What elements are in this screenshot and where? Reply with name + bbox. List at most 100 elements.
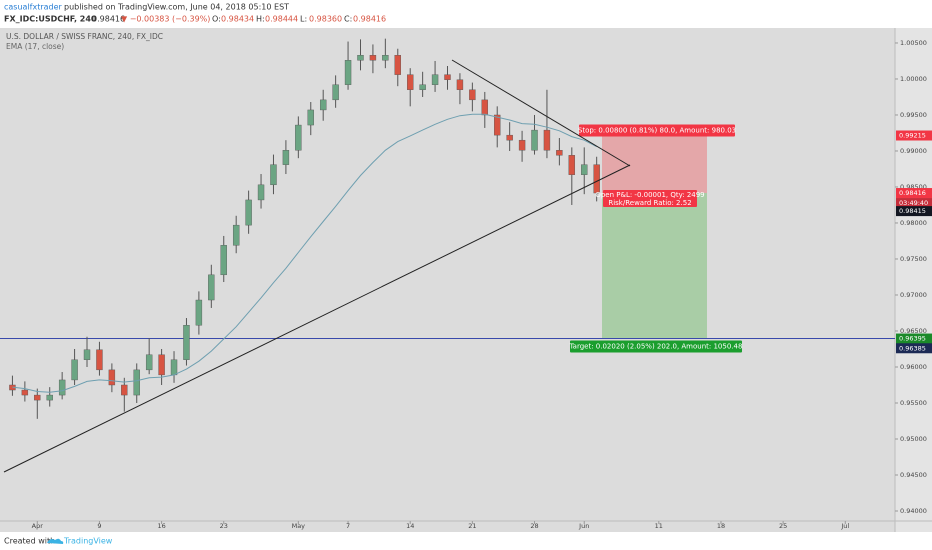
ohlc-label: H:: [256, 15, 265, 24]
price-label-bg: [896, 343, 932, 354]
candle-body: [581, 164, 588, 175]
y-tick-label: 0.96500: [900, 327, 927, 335]
candle-body: [46, 394, 53, 401]
candle-body: [245, 199, 252, 226]
x-tick-label: Jul: [840, 522, 849, 530]
ohlc-value: 0.98434: [221, 15, 254, 24]
last-price: 0.98416: [92, 15, 125, 24]
candle-body: [444, 74, 451, 80]
candle-body: [344, 60, 352, 85]
y-tick-label: 0.94000: [900, 507, 927, 515]
candle-body: [232, 224, 240, 246]
plot: 0.94000 0.94500 0.95000 0.95500 0.96000 0.965…: [0, 38, 932, 530]
price-label-bg: [896, 188, 932, 199]
y-tick-label: 0.94500: [900, 471, 927, 479]
candle-body: [71, 359, 78, 381]
ohlc-label: L:: [300, 15, 307, 24]
y-tick-label: 0.98500: [900, 183, 927, 191]
candle-body: [394, 55, 401, 75]
candle-body: [456, 79, 464, 90]
candle-body: [257, 184, 265, 201]
candle-body: [21, 389, 29, 396]
candle-body: [319, 99, 327, 111]
x-tick-label: 18: [717, 522, 725, 530]
candle-body: [295, 124, 302, 151]
stop-zone: [602, 135, 707, 194]
x-tick-label: May: [292, 522, 306, 530]
candle-body: [208, 274, 215, 301]
price-label: 0.98415: [899, 207, 926, 215]
candle-body: [494, 114, 501, 136]
price-label-bg: [896, 206, 932, 217]
author[interactable]: casualfxtrader: [4, 3, 63, 12]
candle-body: [357, 55, 364, 61]
x-tick-label: 14: [406, 522, 414, 530]
stop-label: Stop: 0.00800 (0.81%) 80.0, Amount: 980.…: [578, 126, 736, 134]
candle-body: [108, 369, 116, 386]
pnl-label-bg: [603, 190, 697, 208]
y-tick-label: 0.99000: [900, 147, 927, 155]
price-axis-bg: [895, 28, 932, 532]
candle-body: [518, 139, 526, 151]
price-label-bg: [896, 130, 932, 141]
footer-created: Created with: [4, 537, 55, 546]
ohlc-value: 0.98360: [309, 15, 342, 24]
stop-label-bg: [579, 124, 735, 137]
candle-body: [506, 134, 513, 141]
candle-body: [407, 74, 414, 90]
x-tick-label: 16: [157, 522, 165, 530]
price-label: 0.98416: [899, 189, 926, 197]
symbol: FX_IDC:USDCHF, 240: [4, 15, 97, 24]
y-tick-label: 0.97500: [900, 255, 927, 263]
x-tick-label: 28: [530, 522, 538, 530]
x-tick-label: 23: [220, 522, 228, 530]
x-tick-label: 9: [97, 522, 101, 530]
price-label: 0.96385: [899, 344, 926, 352]
plot-bg: [0, 28, 932, 532]
y-tick-label: 0.98000: [900, 219, 927, 227]
trend-line: [3, 164, 631, 473]
ohlc: O: 0.98434 H: 0.98444 L: 0.98360 C: 0.98416: [212, 15, 386, 24]
candle-body: [481, 99, 488, 116]
candle-body: [568, 155, 576, 175]
candle-body: [220, 245, 227, 276]
x-tick-label: 11: [655, 522, 663, 530]
x-tick-label: 7: [346, 522, 350, 530]
candle-body: [307, 109, 314, 126]
tv-logo: [47, 538, 64, 544]
candle-body: [332, 84, 339, 101]
footer-brand: TradingView: [63, 537, 113, 546]
trend-line: [451, 59, 631, 167]
ema-line: [12, 113, 597, 393]
candle-body: [133, 369, 140, 396]
x-tick-label: 25: [779, 522, 787, 530]
x-tick-label: Jun: [578, 522, 589, 530]
candle-body: [593, 164, 600, 194]
price-label-bg: [896, 333, 932, 344]
y-tick-label: 0.95500: [900, 399, 927, 407]
y-tick-label: 0.95000: [900, 435, 927, 443]
y-tick-label: 0.97000: [900, 291, 927, 299]
candle-body: [158, 354, 165, 376]
candle-body: [145, 354, 153, 371]
candle-body: [431, 74, 439, 85]
candle-body: [34, 394, 41, 401]
candle-body: [543, 129, 551, 151]
ema-legend: EMA (17, close): [6, 42, 64, 51]
footer-bg: [0, 532, 932, 550]
candle-body: [96, 349, 103, 371]
candle-body: [469, 89, 476, 101]
candle-body: [58, 379, 66, 396]
y-tick-label: 0.96000: [900, 363, 927, 371]
price-label: 0.99215: [899, 131, 926, 139]
header-bg: [0, 0, 932, 28]
candle-body: [195, 299, 203, 326]
chart-title: U.S. DOLLAR / SWISS FRANC, 240, FX_IDC: [6, 32, 163, 41]
price-label: 0.96395: [899, 335, 926, 343]
candle-body: [419, 84, 426, 90]
y-tick-label: 0.99500: [900, 111, 927, 119]
target-zone: [602, 193, 707, 339]
candle-body: [556, 150, 563, 156]
